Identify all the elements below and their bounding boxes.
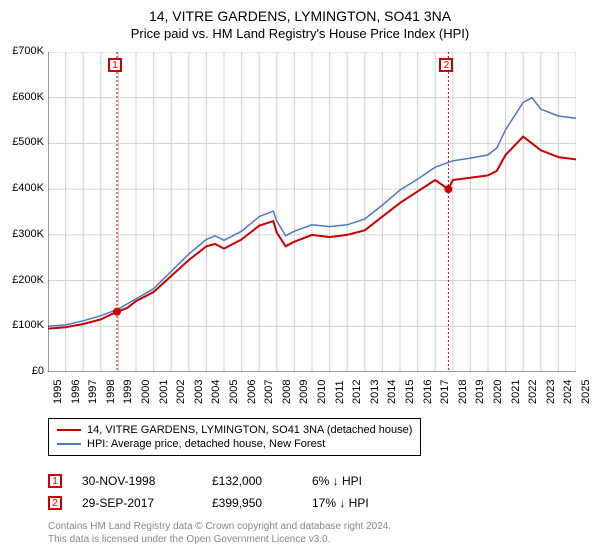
legend: 14, VITRE GARDENS, LYMINGTON, SO41 3NA (… <box>48 418 421 456</box>
x-tick-label: 2008 <box>281 380 293 404</box>
sale-price: £132,000 <box>212 474 312 488</box>
x-tick-label: 2024 <box>562 380 574 404</box>
x-tick-label: 2001 <box>158 380 170 404</box>
x-tick-label: 2023 <box>545 380 557 404</box>
x-tick-label: 2000 <box>140 380 152 404</box>
x-tick-label: 2009 <box>298 380 310 404</box>
x-tick-label: 2006 <box>246 380 258 404</box>
legend-swatch <box>57 443 81 445</box>
sale-row: 2 29-SEP-2017 £399,950 17% ↓ HPI <box>48 492 412 514</box>
x-tick-label: 2003 <box>193 380 205 404</box>
legend-label: HPI: Average price, detached house, New … <box>87 438 325 450</box>
x-tick-label: 2025 <box>580 380 592 404</box>
x-tick-label: 2004 <box>210 380 222 404</box>
sale-date: 30-NOV-1998 <box>82 474 212 488</box>
sale-marker-icon: 1 <box>48 474 62 488</box>
title-block: 14, VITRE GARDENS, LYMINGTON, SO41 3NA P… <box>0 0 600 41</box>
y-tick-label: £600K <box>4 91 44 103</box>
legend-item: HPI: Average price, detached house, New … <box>57 437 412 451</box>
sales-table: 1 30-NOV-1998 £132,000 6% ↓ HPI 2 29-SEP… <box>48 470 412 514</box>
x-tick-label: 2002 <box>175 380 187 404</box>
x-tick-label: 1996 <box>70 380 82 404</box>
x-tick-label: 1998 <box>105 380 117 404</box>
y-tick-label: £500K <box>4 136 44 148</box>
x-tick-label: 2015 <box>404 380 416 404</box>
x-tick-label: 1997 <box>87 380 99 404</box>
x-tick-label: 2017 <box>439 380 451 404</box>
sale-date: 29-SEP-2017 <box>82 496 212 510</box>
legend-item: 14, VITRE GARDENS, LYMINGTON, SO41 3NA (… <box>57 423 412 437</box>
chart-container: 14, VITRE GARDENS, LYMINGTON, SO41 3NA P… <box>0 0 600 560</box>
footer: Contains HM Land Registry data © Crown c… <box>48 520 391 546</box>
y-tick-label: £400K <box>4 182 44 194</box>
x-tick-label: 2019 <box>474 380 486 404</box>
sale-delta: 6% ↓ HPI <box>312 474 412 488</box>
x-tick-label: 2010 <box>316 380 328 404</box>
x-tick-label: 2013 <box>369 380 381 404</box>
title-address: 14, VITRE GARDENS, LYMINGTON, SO41 3NA <box>0 8 600 24</box>
x-tick-label: 2021 <box>510 380 522 404</box>
x-tick-label: 2014 <box>386 380 398 404</box>
x-tick-label: 2011 <box>334 380 346 404</box>
legend-swatch <box>57 429 81 431</box>
sale-row: 1 30-NOV-1998 £132,000 6% ↓ HPI <box>48 470 412 492</box>
y-tick-label: £300K <box>4 228 44 240</box>
x-tick-label: 2005 <box>228 380 240 404</box>
x-tick-label: 2020 <box>492 380 504 404</box>
reference-marker: 1 <box>108 58 122 72</box>
x-tick-label: 2012 <box>351 380 363 404</box>
x-tick-label: 2016 <box>422 380 434 404</box>
x-tick-label: 2018 <box>457 380 469 404</box>
chart-svg <box>48 52 576 372</box>
x-tick-label: 1999 <box>122 380 134 404</box>
title-subtitle: Price paid vs. HM Land Registry's House … <box>0 26 600 41</box>
x-tick-label: 2007 <box>263 380 275 404</box>
y-tick-label: £700K <box>4 45 44 57</box>
sale-price: £399,950 <box>212 496 312 510</box>
y-tick-label: £200K <box>4 274 44 286</box>
legend-label: 14, VITRE GARDENS, LYMINGTON, SO41 3NA (… <box>87 424 412 436</box>
footer-line: Contains HM Land Registry data © Crown c… <box>48 520 391 533</box>
y-tick-label: £0 <box>4 365 44 377</box>
sale-marker-icon: 2 <box>48 496 62 510</box>
footer-line: This data is licensed under the Open Gov… <box>48 533 391 546</box>
x-tick-label: 2022 <box>527 380 539 404</box>
sale-delta: 17% ↓ HPI <box>312 496 412 510</box>
y-tick-label: £100K <box>4 319 44 331</box>
x-tick-label: 1995 <box>52 380 64 404</box>
reference-marker: 2 <box>439 58 453 72</box>
